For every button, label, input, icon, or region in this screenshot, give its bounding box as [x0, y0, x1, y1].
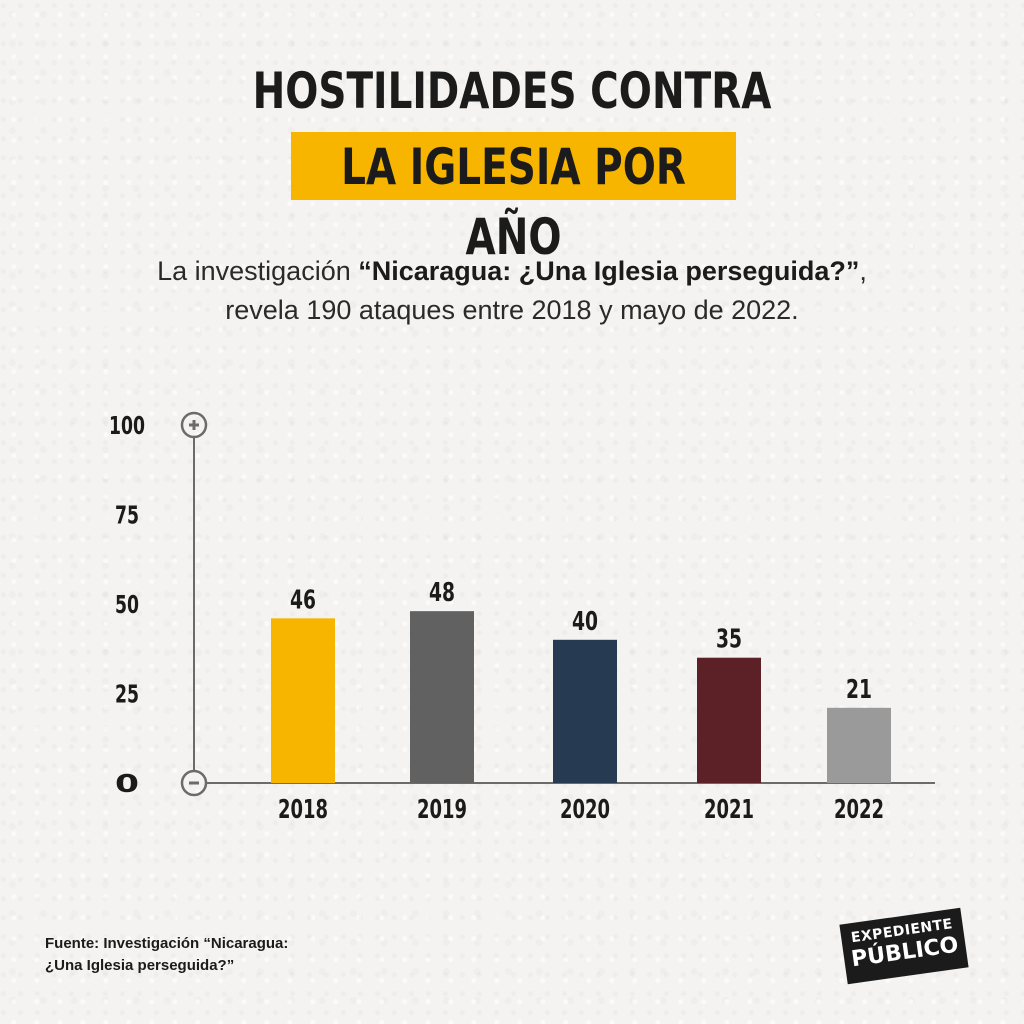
subtitle-bold: “Nicaragua: ¿Una Iglesia perseguida?”: [358, 256, 860, 286]
y-tick-label: 100: [109, 411, 145, 440]
y-tick-label: 0: [115, 769, 139, 798]
data-label-2022: 21: [846, 675, 872, 705]
y-tick-label: 25: [115, 680, 139, 709]
bar-2019: [410, 611, 474, 783]
x-tick-label-2020: 2020: [560, 795, 610, 825]
title-line-2: LA IGLESIA POR AÑO: [341, 138, 686, 266]
bar-2021: [697, 657, 761, 783]
x-tick-label-2019: 2019: [417, 795, 467, 825]
subtitle-prefix: La investigación: [157, 256, 359, 286]
data-label-2021: 35: [716, 625, 742, 655]
source-note: Fuente: Investigación “Nicaragua: ¿Una I…: [45, 933, 365, 977]
data-label-2018: 46: [290, 585, 316, 615]
x-tick-label-2021: 2021: [704, 795, 754, 825]
source-line-2: ¿Una Iglesia perseguida?”: [45, 957, 235, 974]
minus-circle-icon: [180, 769, 208, 797]
title-line-1: HOSTILIDADES CONTRA: [252, 62, 772, 120]
bar-chart: 100 75 50 25 0 46 2018 48 2019 40 2020 35 2021 21 2022: [109, 411, 935, 825]
x-tick-label-2018: 2018: [278, 795, 328, 825]
x-tick-label-2022: 2022: [834, 795, 884, 825]
data-label-2020: 40: [572, 607, 598, 637]
subtitle-line-2: revela 190 ataques entre 2018 y mayo de …: [225, 295, 799, 325]
title-highlight: [291, 132, 736, 200]
subtitle-suffix: ,: [859, 256, 867, 286]
bar-2018: [271, 618, 335, 783]
bar-2022: [827, 707, 891, 783]
subtitle: La investigación “Nicaragua: ¿Una Iglesi…: [0, 252, 1024, 330]
source-line-1: Fuente: Investigación “Nicaragua:: [45, 935, 289, 952]
y-tick-label: 75: [115, 501, 139, 530]
plus-circle-icon: [180, 411, 208, 439]
bar-2020: [553, 639, 617, 783]
y-tick-label: 50: [115, 590, 139, 619]
data-label-2019: 48: [429, 578, 455, 608]
